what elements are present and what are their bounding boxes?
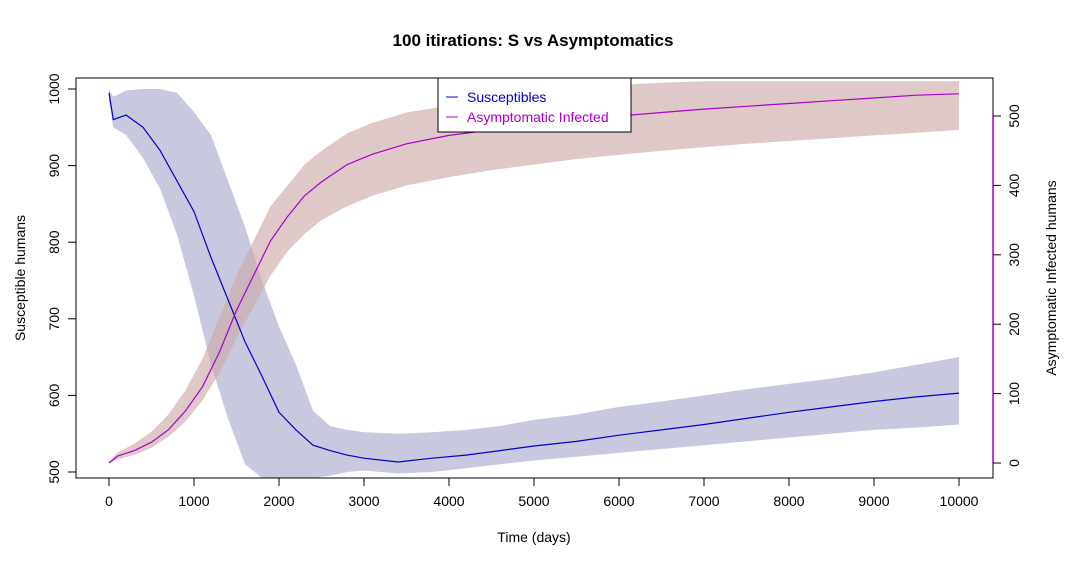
legend: Susceptibles Asymptomatic Infected: [437, 77, 632, 133]
x-tick-label: 2000: [263, 493, 294, 509]
y-left-tick-label: 700: [46, 307, 62, 331]
y-right-tick-label: 300: [1006, 243, 1022, 267]
bands-layer: [109, 81, 959, 478]
y-right-tick-label: 500: [1006, 104, 1022, 128]
x-tick-label: 9000: [858, 493, 889, 509]
y-left-tick-label: 800: [46, 230, 62, 254]
x-tick-label: 4000: [433, 493, 464, 509]
y-axis-right: 0 100 200 300 400 500: [992, 104, 1022, 467]
legend-label-susceptibles: Susceptibles: [467, 89, 546, 105]
legend-box: [437, 77, 632, 133]
y-left-tick-label: 1000: [46, 73, 62, 104]
x-axis-label: Time (days): [497, 529, 570, 545]
series-line-asymptomatic: [108, 93, 960, 464]
lines-layer: [108, 92, 960, 464]
x-tick-label: 7000: [688, 493, 719, 509]
x-axis: 0 1000 2000 3000 4000 5000 6000 7000 8000 9000 100…: [105, 478, 979, 509]
y-axis-left-label: Susceptible humans: [12, 215, 28, 341]
y-axis-left: 500 600 700 800 900 1000: [46, 73, 76, 484]
x-tick-label: 0: [105, 493, 113, 509]
y-right-tick-label: 200: [1006, 312, 1022, 336]
y-left-tick-label: 900: [46, 154, 62, 178]
x-tick-label: 5000: [518, 493, 549, 509]
band-asymptomatic: [109, 81, 959, 464]
y-right-tick-label: 400: [1006, 174, 1022, 198]
x-tick-label: 1000: [178, 493, 209, 509]
x-tick-label: 3000: [348, 493, 379, 509]
x-tick-label: 8000: [773, 493, 804, 509]
x-tick-label: 6000: [603, 493, 634, 509]
x-tick-label: 10000: [940, 493, 979, 509]
chart-title: 100 itirations: S vs Asymptomatics: [393, 31, 674, 50]
y-axis-right-label: Asymptomatic Infected humans: [1043, 180, 1059, 375]
y-left-tick-label: 600: [46, 384, 62, 408]
y-right-tick-label: 0: [1006, 459, 1022, 467]
y-right-tick-label: 100: [1006, 382, 1022, 406]
y-left-tick-label: 500: [46, 460, 62, 484]
band-susceptibles: [109, 89, 959, 478]
legend-label-asymptomatic: Asymptomatic Infected: [467, 109, 609, 125]
series-line-susceptibles: [108, 92, 960, 463]
